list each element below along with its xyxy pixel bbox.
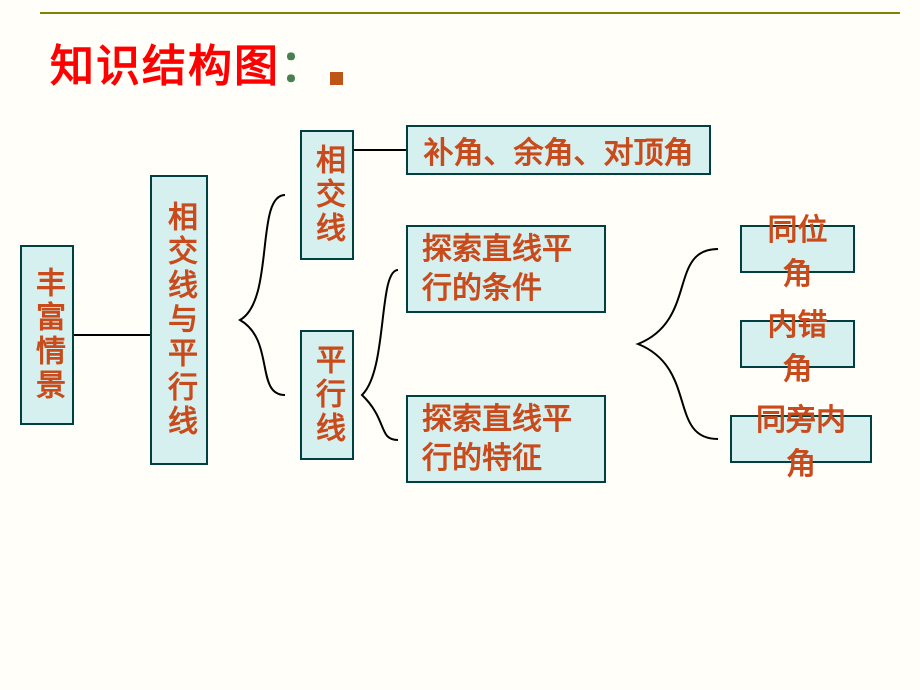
decor-square — [330, 72, 343, 85]
title-underline — [40, 12, 900, 14]
box-level3b: 平行线 — [300, 330, 354, 460]
connector-brace-2-3 — [240, 195, 285, 395]
box-level2: 相交线与平行线 — [150, 175, 208, 465]
box-level5c: 同旁内角 — [730, 415, 872, 463]
box-level4a: 补角、余角、对顶角 — [406, 125, 711, 175]
box-level1: 丰富情景 — [20, 245, 74, 425]
title-text: 知识结构图 — [50, 42, 280, 91]
box-level3a: 相交线 — [300, 130, 354, 260]
page-title: 知识结构图： — [50, 30, 343, 94]
box-level5a: 同位角 — [740, 225, 855, 273]
box-level5b: 内错角 — [740, 320, 855, 368]
box-level4b: 探索直线平 行的条件 — [406, 225, 606, 313]
connector-brace-4-5 — [638, 249, 718, 439]
title-colon: ： — [280, 42, 324, 91]
connector-brace-3b-4 — [362, 270, 398, 440]
box-level4c: 探索直线平 行的特征 — [406, 395, 606, 483]
